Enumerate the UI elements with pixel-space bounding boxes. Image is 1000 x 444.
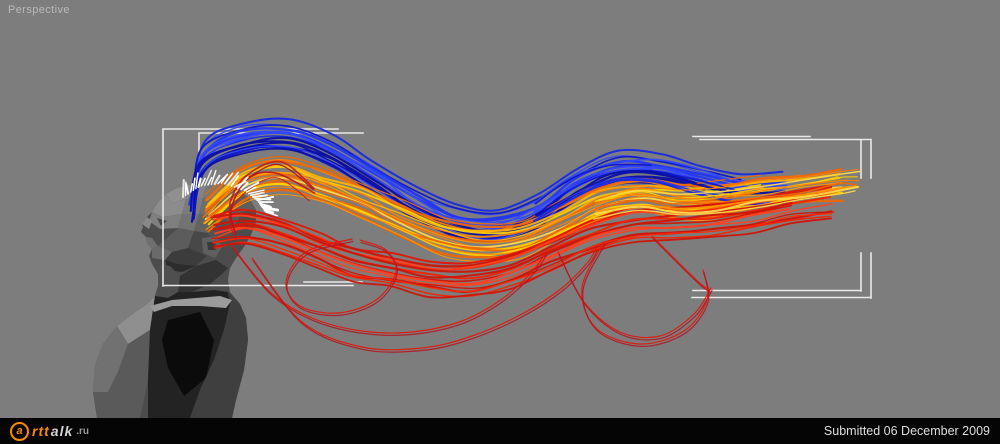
arttalk-logo-mid: rtt <box>32 423 50 439</box>
head-model[interactable] <box>93 182 256 418</box>
arttalk-logo: a rtt alk .ru <box>10 421 90 441</box>
arttalk-logo-tail: alk <box>50 423 74 439</box>
arttalk-logo-a-icon: a <box>10 421 29 441</box>
footer-bar: a rtt alk .ru Submitted 06 December 2009 <box>0 418 1000 444</box>
submitted-date: Submitted 06 December 2009 <box>823 424 990 438</box>
arttalk-logo-domain: .ru <box>76 425 90 437</box>
hair-splines[interactable] <box>181 117 861 353</box>
viewport-label[interactable]: Perspective <box>8 4 70 16</box>
